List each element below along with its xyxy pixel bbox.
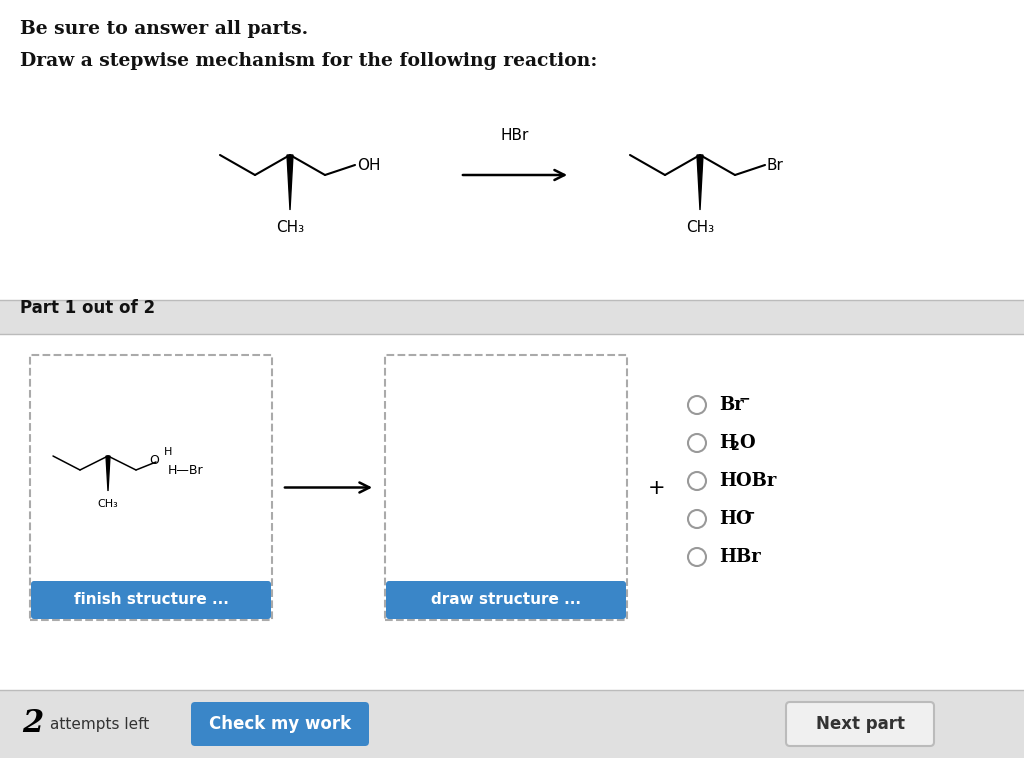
Text: H—Br: H—Br xyxy=(168,463,204,477)
Polygon shape xyxy=(106,456,110,491)
Text: HBr: HBr xyxy=(719,548,761,566)
Text: −: − xyxy=(744,505,756,519)
Text: 2: 2 xyxy=(731,440,739,453)
Text: +: + xyxy=(648,478,666,497)
Text: Br: Br xyxy=(719,396,743,414)
FancyBboxPatch shape xyxy=(30,355,272,620)
Text: −: − xyxy=(739,391,751,405)
Text: CH₃: CH₃ xyxy=(686,220,714,235)
Text: finish structure ...: finish structure ... xyxy=(74,593,228,607)
FancyBboxPatch shape xyxy=(0,300,1024,334)
Text: Next part: Next part xyxy=(815,715,904,733)
Text: Draw a stepwise mechanism for the following reaction:: Draw a stepwise mechanism for the follow… xyxy=(20,52,597,70)
Text: HOBr: HOBr xyxy=(719,472,776,490)
Text: HBr: HBr xyxy=(501,128,529,143)
FancyBboxPatch shape xyxy=(0,690,1024,758)
Text: HO: HO xyxy=(719,510,752,528)
Text: H: H xyxy=(719,434,736,452)
FancyBboxPatch shape xyxy=(786,702,934,746)
FancyBboxPatch shape xyxy=(385,355,627,620)
FancyBboxPatch shape xyxy=(191,702,369,746)
Text: attempts left: attempts left xyxy=(50,716,150,731)
Text: O: O xyxy=(150,455,159,468)
Text: Be sure to answer all parts.: Be sure to answer all parts. xyxy=(20,20,308,38)
Polygon shape xyxy=(697,155,703,210)
Text: Part 1 out of 2: Part 1 out of 2 xyxy=(20,299,155,317)
Text: OH: OH xyxy=(357,158,381,173)
Text: O: O xyxy=(739,434,755,452)
Text: CH₃: CH₃ xyxy=(275,220,304,235)
Text: H: H xyxy=(164,447,172,457)
Polygon shape xyxy=(287,155,293,210)
Text: draw structure ...: draw structure ... xyxy=(431,593,581,607)
Text: 2: 2 xyxy=(22,709,43,740)
Text: Br: Br xyxy=(767,158,784,173)
Text: CH₃: CH₃ xyxy=(97,499,119,509)
FancyBboxPatch shape xyxy=(386,581,626,619)
Text: Check my work: Check my work xyxy=(209,715,351,733)
FancyBboxPatch shape xyxy=(31,581,271,619)
